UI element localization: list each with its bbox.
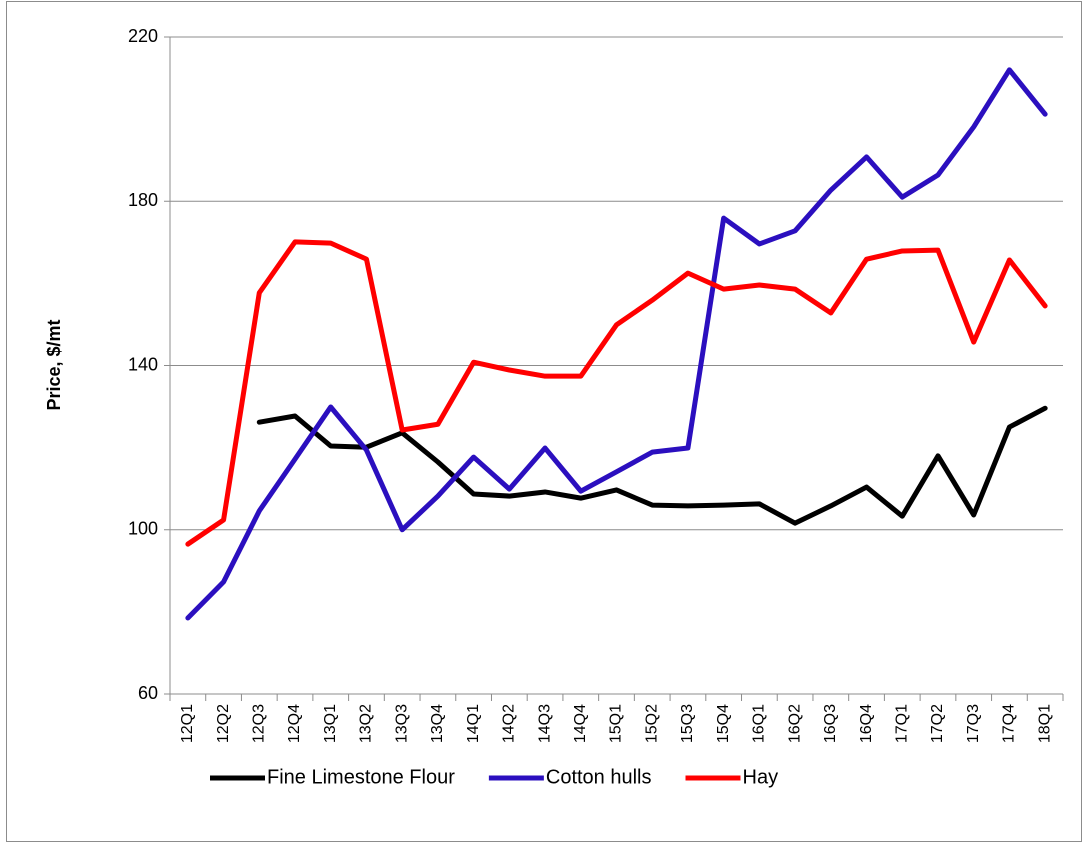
x-tick-label: 14Q4 [572, 704, 589, 743]
x-tick-label: 18Q1 [1036, 704, 1053, 743]
x-tick-label: 12Q2 [215, 704, 232, 743]
legend-label: Fine Limestone Flour [267, 766, 455, 788]
x-tick-label: 16Q4 [858, 704, 875, 743]
x-tick-label: 12Q4 [286, 704, 303, 743]
x-tick-label: 16Q2 [786, 704, 803, 743]
line-series [185, 239, 1048, 547]
line-series [256, 405, 1048, 526]
chart-border [6, 1, 1082, 842]
grid: 60 100 140 180 220 12Q1 12Q2 12Q3 12Q4 13Q1 13Q2 13… [128, 26, 1064, 743]
x-tick-label: 13Q4 [429, 704, 446, 743]
y-tick-label: 140 [128, 354, 158, 374]
x-tick-label: 16Q1 [751, 704, 768, 743]
y-tick-label: 180 [128, 190, 158, 210]
y-tick-label: 100 [128, 519, 158, 539]
x-tick-label: 15Q1 [608, 704, 625, 743]
x-tick-label: 15Q2 [643, 704, 660, 743]
x-tick-label: 14Q3 [536, 704, 553, 743]
plot [185, 67, 1048, 621]
x-tick-label: 17Q1 [893, 704, 910, 743]
x-tick-label: 17Q2 [929, 704, 946, 743]
x-tick-label: 12Q1 [179, 704, 196, 743]
legend-label: Hay [743, 766, 779, 788]
x-tick-label: 14Q2 [501, 704, 518, 743]
x-tick-label: 12Q3 [251, 704, 268, 743]
x-tick-label: 17Q4 [1001, 704, 1018, 743]
x-tick-label: 13Q3 [393, 704, 410, 743]
y-tick-label: 60 [138, 683, 158, 703]
x-tick-label: 14Q1 [465, 704, 482, 743]
x-tick-label: 15Q4 [715, 704, 732, 743]
legend: Fine Limestone Flour Cotton hulls Hay [210, 766, 778, 788]
x-tick-label: 13Q1 [322, 704, 339, 743]
legend-label: Cotton hulls [546, 766, 652, 788]
y-tick-label: 220 [128, 26, 158, 46]
line-series [185, 67, 1048, 621]
y-axis-label: Price, $/mt [44, 319, 64, 410]
x-tick-label: 15Q3 [679, 704, 696, 743]
x-tick-label: 16Q3 [822, 704, 839, 743]
x-tick-label: 13Q2 [358, 704, 375, 743]
x-tick-label: 17Q3 [965, 704, 982, 743]
